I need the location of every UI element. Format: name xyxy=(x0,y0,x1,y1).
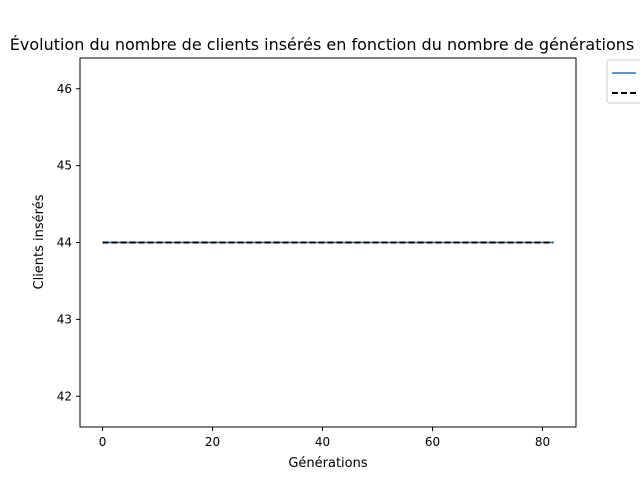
y-tick-label: 44 xyxy=(57,236,72,250)
x-tick-label: 80 xyxy=(535,435,550,449)
chart-title: Évolution du nombre de clients insérés e… xyxy=(10,35,634,54)
y-axis-label: Clients insérés xyxy=(32,194,47,289)
x-tick-label: 20 xyxy=(205,435,220,449)
x-tick-label: 60 xyxy=(425,435,440,449)
y-tick-label: 46 xyxy=(57,82,72,96)
plot-area xyxy=(79,57,577,428)
x-tick-label: 0 xyxy=(99,435,107,449)
legend-frame xyxy=(606,59,640,104)
x-axis-label: Générations xyxy=(288,456,368,471)
y-tick-label: 45 xyxy=(57,159,72,173)
y-tick-label: 42 xyxy=(57,389,72,403)
y-axis-ticks: 42 43 44 45 46 xyxy=(57,82,80,403)
x-axis-ticks: 0 20 40 60 80 xyxy=(99,427,550,449)
x-tick-label: 40 xyxy=(315,435,330,449)
y-tick-label: 43 xyxy=(57,312,72,326)
legend xyxy=(606,59,640,104)
